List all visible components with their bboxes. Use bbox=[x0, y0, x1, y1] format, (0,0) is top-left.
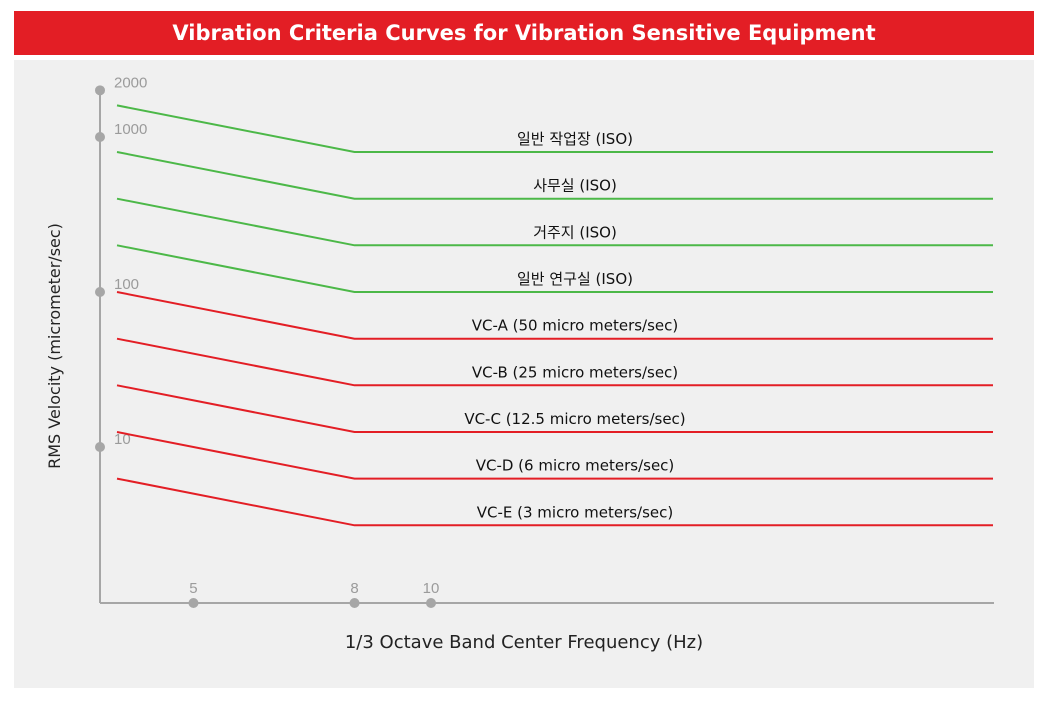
series-label: VC-B (25 micro meters/sec) bbox=[472, 363, 678, 381]
series-line bbox=[116, 337, 993, 387]
series-label: VC-A (50 micro meters/sec) bbox=[472, 317, 679, 335]
series-line bbox=[116, 291, 993, 340]
series-label: VC-D (6 micro meters/sec) bbox=[476, 457, 675, 475]
series-line bbox=[116, 431, 993, 480]
series-line bbox=[116, 151, 993, 200]
y-axis-label: RMS Velocity (micrometer/sec) bbox=[45, 223, 64, 469]
y-tick-dot bbox=[95, 132, 105, 142]
x-axis-label: 1/3 Octave Band Center Frequency (Hz) bbox=[345, 632, 703, 653]
y-tick-dot bbox=[95, 85, 105, 96]
series-label: 사무실 (ISO) bbox=[533, 177, 617, 195]
series-label: 일반 작업장 (ISO) bbox=[517, 130, 633, 148]
y-tick-dot bbox=[95, 287, 105, 297]
series-label: 거주지 (ISO) bbox=[533, 223, 617, 241]
y-tick-label: 1000 bbox=[114, 121, 147, 138]
chart-curves bbox=[116, 104, 993, 527]
y-tick-label: 2000 bbox=[114, 74, 147, 91]
series-label: VC-E (3 micro meters/sec) bbox=[477, 503, 674, 521]
series-label: VC-C (12.5 micro meters/sec) bbox=[464, 410, 685, 428]
series-line bbox=[116, 384, 993, 433]
series-line bbox=[116, 244, 993, 293]
series-line bbox=[116, 477, 993, 527]
chart-panel: 10 100 1000 2000 5 8 10 일반 작업장 (ISO) 사무실 (ISO) 거… bbox=[14, 60, 1034, 688]
y-tick-label: 100 bbox=[114, 276, 139, 293]
series-label: 일반 연구실 (ISO) bbox=[517, 270, 633, 288]
x-tick-label: 8 bbox=[350, 580, 358, 597]
series-line bbox=[116, 104, 993, 153]
y-tick-label: 10 bbox=[114, 431, 131, 448]
y-tick-dot bbox=[95, 442, 105, 452]
x-tick-label: 5 bbox=[189, 580, 197, 597]
x-tick-dot bbox=[349, 598, 360, 608]
series-line bbox=[116, 197, 993, 247]
chart-axes: 10 100 1000 2000 5 8 10 bbox=[95, 74, 994, 608]
x-tick-dot bbox=[426, 598, 436, 608]
chart-curve-labels: 일반 작업장 (ISO) 사무실 (ISO) 거주지 (ISO) 일반 연구실 (IS… bbox=[464, 130, 685, 521]
chart-svg: 10 100 1000 2000 5 8 10 일반 작업장 (ISO) 사무실 (ISO) 거… bbox=[45, 74, 994, 653]
x-tick-label: 10 bbox=[423, 580, 440, 597]
chart-title-banner: Vibration Criteria Curves for Vibration … bbox=[14, 11, 1034, 55]
x-tick-dot bbox=[188, 598, 199, 608]
